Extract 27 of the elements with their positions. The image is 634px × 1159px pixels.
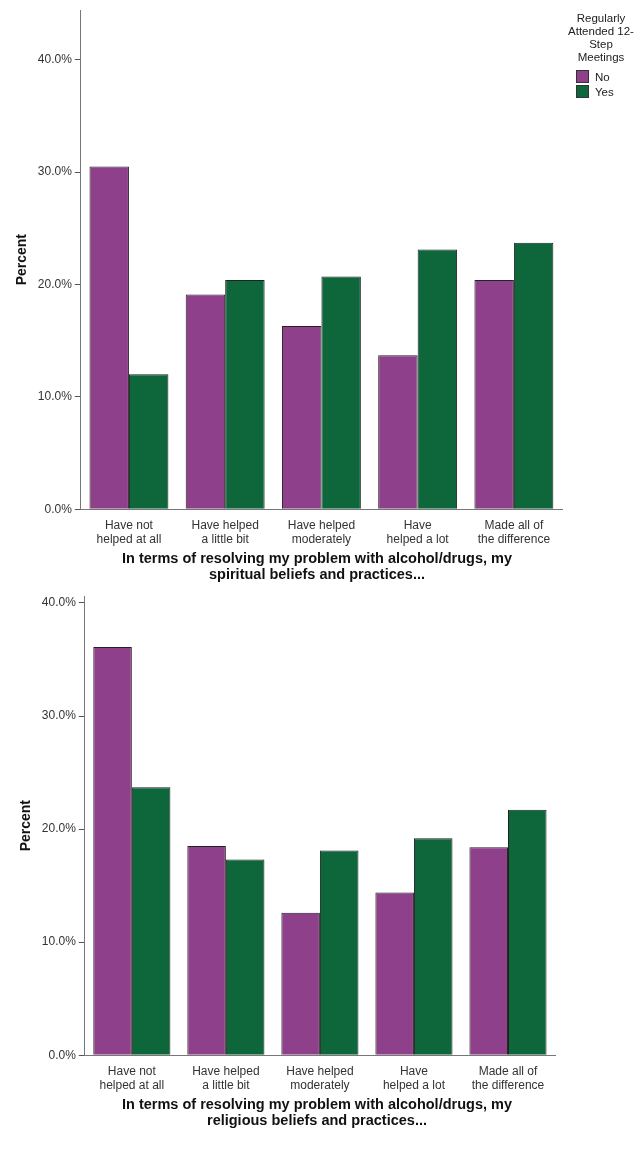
y-axis-title: Percent [17,799,34,852]
y-tick-label: 40.0% [41,595,77,610]
y-tick-label: 30.0% [41,708,77,723]
legend-label: No [595,70,610,83]
legend-label: Yes [595,85,614,98]
x-tick-label: Have not helped at all [96,517,162,547]
x-tick-label: Have helped a little bit [192,1063,260,1093]
x-tick-label: Have not helped at all [99,1063,165,1093]
x-axis-title: In terms of resolving my problem with alcohol/drugs, my religious beliefs and practices... [121,1096,513,1128]
y-tick-label: 40.0% [37,51,73,66]
y-tick-label: 20.0% [37,276,73,291]
x-tick-label: Made all of the difference [471,1063,545,1093]
y-tick-label: 10.0% [37,389,73,404]
y-tick-label: 10.0% [41,934,77,949]
y-tick-label: 0.0% [48,1047,77,1062]
x-axis-title: In terms of resolving my problem with alcohol/drugs, my spiritual beliefs and practices... [121,550,513,582]
y-tick-label: 30.0% [37,164,73,179]
x-tick-label: Have helped a little bit [191,517,259,547]
y-axis-title: Percent [13,233,30,286]
x-tick-label: Have helped moderately [287,517,356,547]
y-tick-label: 20.0% [41,821,77,836]
legend-title: Regularly Attended 12-Step Meetings [568,12,634,64]
x-tick-label: Made all of the difference [477,517,551,547]
x-tick-label: Have helped a lot [386,517,450,547]
x-tick-label: Have helped moderately [286,1063,354,1093]
y-tick-label: 0.0% [44,501,73,516]
x-tick-label: Have helped a lot [382,1063,446,1093]
